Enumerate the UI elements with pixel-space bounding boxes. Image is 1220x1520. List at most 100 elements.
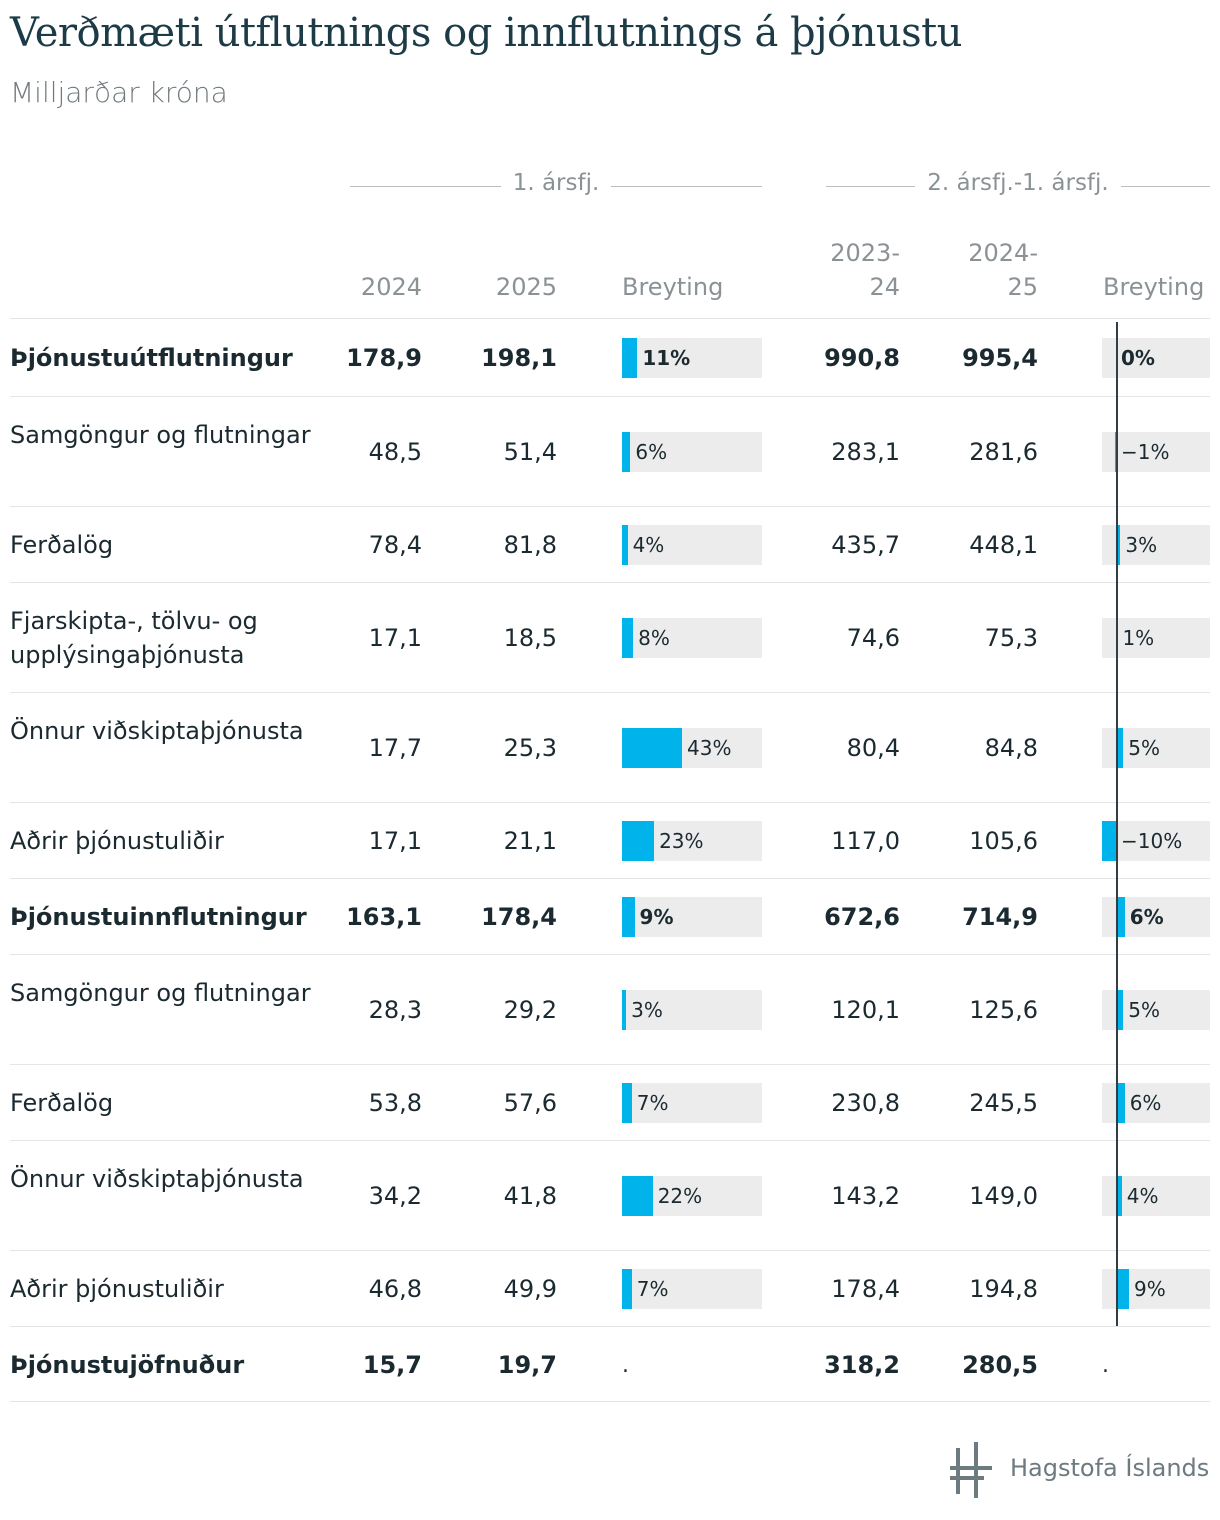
table-row: Aðrir þjónustuliðir 46,8 49,9 178,4 194,8 7% 9…	[10, 1250, 1210, 1326]
row-label: Aðrir þjónustuliðir	[10, 827, 224, 855]
change-bar-q1: 22%	[622, 1176, 762, 1216]
change-q1-label: 9%	[639, 905, 674, 929]
row-label: Þjónustujöfnuður	[10, 1351, 245, 1379]
change-rolling-label: −1%	[1121, 440, 1170, 464]
value-2025: 51,4	[503, 438, 557, 466]
table-row: Þjónustuútflutningur 178,9 198,1 990,8 995,4…	[10, 318, 1210, 396]
value-2025: 81,8	[503, 531, 557, 559]
value-2024: 178,9	[346, 344, 422, 372]
row-label: Önnur viðskiptaþjónusta	[10, 717, 304, 745]
change-rolling-label: 3%	[1125, 533, 1158, 557]
change-bar-rolling-fill	[1116, 897, 1125, 937]
change-bar-q1-fill	[622, 897, 635, 937]
chart-title: Verðmæti útflutnings og innflutnings á þ…	[10, 10, 963, 56]
change-rolling-label: 5%	[1128, 998, 1160, 1022]
value-2025: 178,4	[481, 903, 557, 931]
col-header-2024-25-line1: 2024-	[968, 239, 1038, 267]
value-2023-24: 74,6	[846, 624, 900, 652]
value-2024: 46,8	[368, 1275, 422, 1303]
value-2023-24: 143,2	[831, 1182, 900, 1210]
change-bar-q1-fill	[622, 1269, 632, 1309]
change-bar-rolling: 1%	[1102, 618, 1210, 658]
hagstofa-logo-icon	[950, 1442, 992, 1498]
change-bar-q1: 8%	[622, 618, 762, 658]
zero-line	[1116, 322, 1118, 1326]
change-rolling-label: 1%	[1122, 626, 1155, 650]
change-rolling-label: 5%	[1128, 736, 1160, 760]
col-header-breyting-rolling: Breyting	[1103, 273, 1205, 301]
value-2024: 28,3	[368, 996, 422, 1024]
col-header-2023-24-line1: 2023-	[830, 239, 900, 267]
change-rolling-label: 9%	[1134, 1277, 1166, 1301]
value-2025: 41,8	[503, 1182, 557, 1210]
change-q1-label: 8%	[638, 626, 670, 650]
change-bar-rolling-fill	[1116, 990, 1124, 1030]
change-bar-q1-fill	[622, 338, 638, 378]
group-header-q1: 1. ársfj.	[350, 170, 762, 204]
value-2023-24: 318,2	[824, 1351, 900, 1379]
change-q1-label: 3%	[631, 998, 663, 1022]
value-2024: 48,5	[368, 438, 422, 466]
table-row: Ferðalög 53,8 57,6 230,8 245,5 7% 6%	[10, 1064, 1210, 1140]
table-body: Þjónustuútflutningur 178,9 198,1 990,8 995,4…	[10, 318, 1210, 1402]
change-rolling-label: 6%	[1129, 905, 1164, 929]
value-2024: 17,1	[368, 624, 422, 652]
table-row: Samgöngur og flutningar 28,3 29,2 120,1 125,…	[10, 954, 1210, 1064]
value-2023-24: 178,4	[831, 1275, 900, 1303]
value-2025: 29,2	[503, 996, 557, 1024]
value-2025: 19,7	[497, 1351, 557, 1379]
table-row: Þjónustujöfnuður 15,7 19,7 318,2 280,5..	[10, 1326, 1210, 1402]
value-2024: 17,7	[368, 734, 422, 762]
change-bar-q1: 11%	[622, 338, 762, 378]
col-header-2024: 2024	[360, 273, 422, 301]
value-2023-24: 117,0	[831, 827, 900, 855]
col-header-2023-24-line2: 24	[869, 273, 900, 301]
change-bar-rolling: 5%	[1102, 990, 1210, 1030]
change-bar-q1-fill	[622, 821, 655, 861]
col-header-2024-25-line2: 25	[1007, 273, 1038, 301]
value-2024-25: 149,0	[969, 1182, 1038, 1210]
value-2025: 18,5	[503, 624, 557, 652]
change-bar-rolling: −1%	[1102, 432, 1210, 472]
logo-text: Hagstofa Íslands	[1010, 1454, 1210, 1482]
change-bar-rolling: −10%	[1101, 821, 1210, 861]
row-label: Aðrir þjónustuliðir	[10, 1275, 224, 1303]
value-2023-24: 120,1	[831, 996, 900, 1024]
change-bar-rolling-fill	[1116, 1176, 1122, 1216]
table-row: Ferðalög 78,4 81,8 435,7 448,1 4% 3%	[10, 506, 1210, 582]
change-bar-q1: 43%	[622, 728, 762, 768]
change-bar-rolling-fill	[1114, 432, 1116, 472]
change-bar-rolling-fill	[1116, 1269, 1130, 1309]
value-2024: 53,8	[368, 1089, 422, 1117]
change-bar-rolling: 6%	[1102, 897, 1210, 937]
table-row: Samgöngur og flutningar 48,5 51,4 283,1 281,…	[10, 396, 1210, 506]
change-bar-rolling: 5%	[1102, 728, 1210, 768]
value-2024: 17,1	[368, 827, 422, 855]
change-rolling-label: −10%	[1121, 829, 1183, 853]
value-2024-25: 75,3	[984, 624, 1038, 652]
value-2025: 49,9	[503, 1275, 557, 1303]
value-2024-25: 281,6	[969, 438, 1038, 466]
change-bar-q1-fill	[622, 618, 634, 658]
change-bar-q1: 6%	[622, 432, 762, 472]
change-q1-label: 43%	[687, 736, 732, 760]
row-label: Fjarskipta-, tölvu- og upplýsingaþjónust…	[10, 607, 258, 669]
value-2024-25: 194,8	[969, 1275, 1038, 1303]
col-header-2025: 2025	[495, 273, 557, 301]
table-row: Önnur viðskiptaþjónusta 34,2 41,8 143,2 149,…	[10, 1140, 1210, 1250]
value-2024-25: 995,4	[962, 344, 1038, 372]
row-label: Þjónustuútflutningur	[10, 344, 293, 372]
value-2024-25: 448,1	[969, 531, 1038, 559]
row-label: Önnur viðskiptaþjónusta	[10, 1165, 304, 1193]
change-bar-q1: 23%	[622, 821, 762, 861]
change-q1-label: 7%	[636, 1091, 669, 1115]
col-header-breyting-q1: Breyting	[622, 273, 724, 301]
change-bar-q1: 7%	[622, 1269, 762, 1309]
change-bar-q1-fill	[622, 1083, 632, 1123]
change-q1-label: 11%	[642, 346, 691, 370]
change-bar-rolling: 4%	[1102, 1176, 1210, 1216]
change-bar-q1: 9%	[622, 897, 762, 937]
table-bottom-border	[10, 1401, 1210, 1402]
value-2023-24: 990,8	[824, 344, 900, 372]
change-bar-q1-fill	[622, 990, 627, 1030]
